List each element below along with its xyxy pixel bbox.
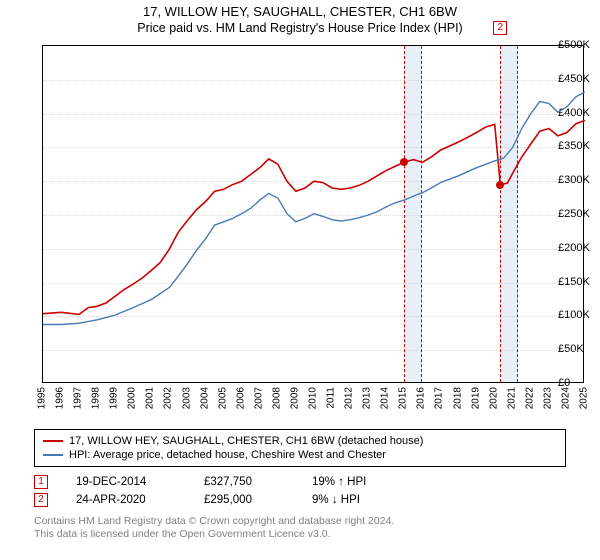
chart-title: 17, WILLOW HEY, SAUGHALL, CHESTER, CH1 6… xyxy=(0,0,600,19)
line-series xyxy=(43,46,585,384)
x-tick-label: 2025 xyxy=(579,387,590,409)
legend-box: 17, WILLOW HEY, SAUGHALL, CHESTER, CH1 6… xyxy=(34,429,566,467)
x-tick-label: 2006 xyxy=(235,387,246,409)
x-tick-label: 2003 xyxy=(181,387,192,409)
x-tick-label: 2015 xyxy=(398,387,409,409)
footer-attribution: Contains HM Land Registry data © Crown c… xyxy=(34,515,566,541)
transaction-marker: 1 xyxy=(34,475,48,489)
footer-line: Contains HM Land Registry data © Crown c… xyxy=(34,515,566,528)
x-tick-label: 2022 xyxy=(524,387,535,409)
footer-line: This data is licensed under the Open Gov… xyxy=(34,528,566,541)
x-tick-label: 2016 xyxy=(416,387,427,409)
x-tick-label: 1996 xyxy=(55,387,66,409)
x-tick-label: 2004 xyxy=(199,387,210,409)
x-tick-label: 2013 xyxy=(362,387,373,409)
x-tick-label: 2000 xyxy=(127,387,138,409)
series-price_paid xyxy=(43,120,585,314)
chart-container: £0£50K£100K£150K£200K£250K£300K£350K£400… xyxy=(0,41,600,421)
sale-dot xyxy=(496,181,504,189)
sale-marker-label: 2 xyxy=(493,21,507,35)
transaction-delta: 9% ↓ HPI xyxy=(312,494,360,506)
transaction-marker: 2 xyxy=(34,493,48,507)
x-tick-label: 2002 xyxy=(163,387,174,409)
x-tick-label: 1995 xyxy=(37,387,48,409)
legend-label: HPI: Average price, detached house, Ches… xyxy=(69,449,386,461)
transaction-price: £327,750 xyxy=(204,476,284,488)
x-tick-label: 2018 xyxy=(452,387,463,409)
legend-row: HPI: Average price, detached house, Ches… xyxy=(43,448,557,462)
x-tick-label: 2024 xyxy=(560,387,571,409)
x-tick-label: 2017 xyxy=(434,387,445,409)
transaction-table: 1 19-DEC-2014 £327,750 19% ↑ HPI 2 24-APR-202… xyxy=(34,473,566,509)
transaction-date: 19-DEC-2014 xyxy=(76,476,176,488)
x-tick-label: 2009 xyxy=(289,387,300,409)
x-tick-label: 2010 xyxy=(308,387,319,409)
transaction-delta: 19% ↑ HPI xyxy=(312,476,366,488)
x-tick-label: 2011 xyxy=(326,387,337,409)
x-tick-label: 1998 xyxy=(91,387,102,409)
sale-dot xyxy=(400,158,408,166)
transaction-price: £295,000 xyxy=(204,494,284,506)
legend-swatch xyxy=(43,440,63,442)
x-tick-label: 2023 xyxy=(542,387,553,409)
x-tick-label: 2007 xyxy=(253,387,264,409)
transaction-row: 2 24-APR-2020 £295,000 9% ↓ HPI xyxy=(34,491,566,509)
plot-area: 12 xyxy=(42,45,584,383)
x-tick-label: 2014 xyxy=(380,387,391,409)
x-tick-label: 1997 xyxy=(73,387,84,409)
x-tick-label: 2021 xyxy=(506,387,517,409)
chart-subtitle: Price paid vs. HM Land Registry's House … xyxy=(0,19,600,41)
x-tick-label: 2020 xyxy=(488,387,499,409)
legend-label: 17, WILLOW HEY, SAUGHALL, CHESTER, CH1 6… xyxy=(69,435,423,447)
x-tick-label: 2001 xyxy=(145,387,156,409)
transaction-row: 1 19-DEC-2014 £327,750 19% ↑ HPI xyxy=(34,473,566,491)
x-tick-label: 2012 xyxy=(344,387,355,409)
x-tick-label: 2019 xyxy=(470,387,481,409)
x-tick-label: 2005 xyxy=(217,387,228,409)
legend-row: 17, WILLOW HEY, SAUGHALL, CHESTER, CH1 6… xyxy=(43,434,557,448)
legend-swatch xyxy=(43,454,63,456)
transaction-date: 24-APR-2020 xyxy=(76,494,176,506)
x-tick-label: 1999 xyxy=(109,387,120,409)
x-tick-label: 2008 xyxy=(271,387,282,409)
